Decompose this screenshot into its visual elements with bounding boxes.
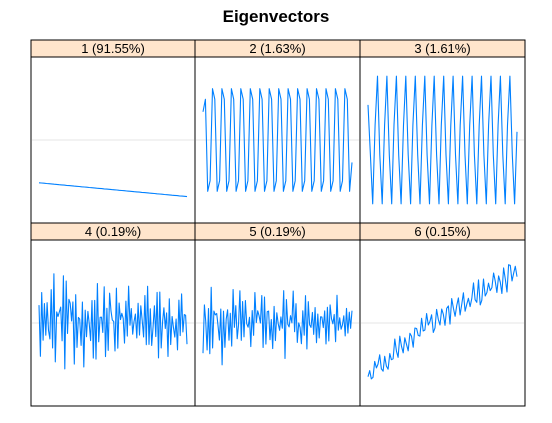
panel-4: 4 (0.19%) bbox=[30, 222, 196, 407]
panel-label: 1 (91.55%) bbox=[81, 41, 145, 56]
panel-grid: 1 (91.55%) 2 (1.63%) 3 (1.61%) 4 (0.19%) 5 (… bbox=[30, 39, 526, 407]
panel-5: 5 (0.19%) bbox=[194, 222, 361, 407]
eigenvector-line-6 bbox=[367, 264, 518, 380]
panel-label: 6 (0.15%) bbox=[414, 224, 470, 239]
panel-label: 5 (0.19%) bbox=[249, 224, 305, 239]
panel-2: 2 (1.63%) bbox=[194, 39, 361, 224]
panel-label: 2 (1.63%) bbox=[249, 41, 305, 56]
panel-3: 3 (1.61%) bbox=[359, 39, 526, 224]
panel-label: 4 (0.19%) bbox=[85, 224, 141, 239]
eigenvector-line-4 bbox=[38, 273, 188, 370]
panel-6: 6 (0.15%) bbox=[359, 222, 526, 407]
eigenvector-line-2 bbox=[202, 88, 353, 192]
eigenvector-line-3 bbox=[367, 75, 518, 205]
eigenvector-line-5 bbox=[202, 286, 353, 366]
panel-label: 3 (1.61%) bbox=[414, 41, 470, 56]
chart-title: Eigenvectors bbox=[223, 7, 330, 26]
eigenvector-line-1 bbox=[38, 182, 188, 198]
panel-1: 1 (91.55%) bbox=[30, 39, 196, 224]
